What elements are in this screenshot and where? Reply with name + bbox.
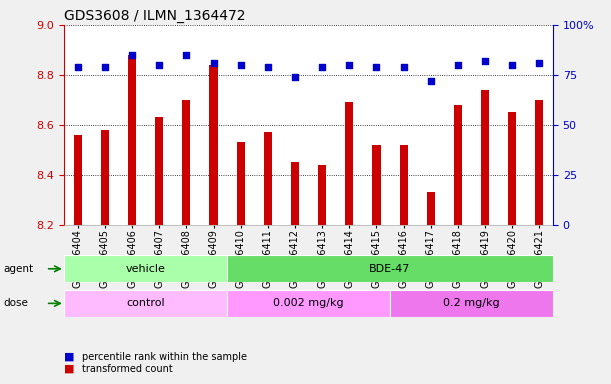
Point xyxy=(155,62,164,68)
Point xyxy=(100,64,110,70)
Point xyxy=(127,52,137,58)
Text: 0.2 mg/kg: 0.2 mg/kg xyxy=(443,298,500,308)
Point xyxy=(317,64,327,70)
Point xyxy=(181,52,191,58)
Text: ■: ■ xyxy=(64,352,75,362)
Text: BDE-47: BDE-47 xyxy=(369,264,411,274)
Point xyxy=(453,62,463,68)
Bar xyxy=(535,100,543,225)
Point xyxy=(345,62,354,68)
Text: ■: ■ xyxy=(64,364,75,374)
Bar xyxy=(426,192,435,225)
Text: percentile rank within the sample: percentile rank within the sample xyxy=(82,352,247,362)
Bar xyxy=(236,142,245,225)
Bar xyxy=(508,112,516,225)
Point xyxy=(208,60,218,66)
Point xyxy=(535,60,544,66)
Bar xyxy=(128,55,136,225)
Bar xyxy=(227,255,553,282)
Bar xyxy=(210,65,218,225)
Bar xyxy=(227,290,390,317)
Point xyxy=(507,62,517,68)
Point xyxy=(263,64,273,70)
Point xyxy=(426,78,436,84)
Text: 0.002 mg/kg: 0.002 mg/kg xyxy=(273,298,344,308)
Point xyxy=(290,74,300,80)
Text: control: control xyxy=(126,298,165,308)
Text: vehicle: vehicle xyxy=(126,264,166,274)
Point xyxy=(480,58,490,64)
Bar xyxy=(264,132,272,225)
Bar xyxy=(64,255,227,282)
Bar xyxy=(182,100,191,225)
Point xyxy=(371,64,381,70)
Bar xyxy=(345,102,353,225)
Point xyxy=(399,64,409,70)
Bar xyxy=(481,90,489,225)
Text: agent: agent xyxy=(3,264,33,274)
Bar xyxy=(64,290,227,317)
Bar xyxy=(74,135,82,225)
Bar xyxy=(318,165,326,225)
Text: dose: dose xyxy=(3,298,28,308)
Bar xyxy=(372,145,381,225)
Point xyxy=(236,62,246,68)
Bar xyxy=(400,145,408,225)
Point xyxy=(73,64,82,70)
Bar xyxy=(291,162,299,225)
Bar xyxy=(390,290,553,317)
Bar xyxy=(454,105,462,225)
Bar xyxy=(101,130,109,225)
Text: transformed count: transformed count xyxy=(82,364,174,374)
Text: GDS3608 / ILMN_1364472: GDS3608 / ILMN_1364472 xyxy=(64,8,246,23)
Bar xyxy=(155,117,163,225)
